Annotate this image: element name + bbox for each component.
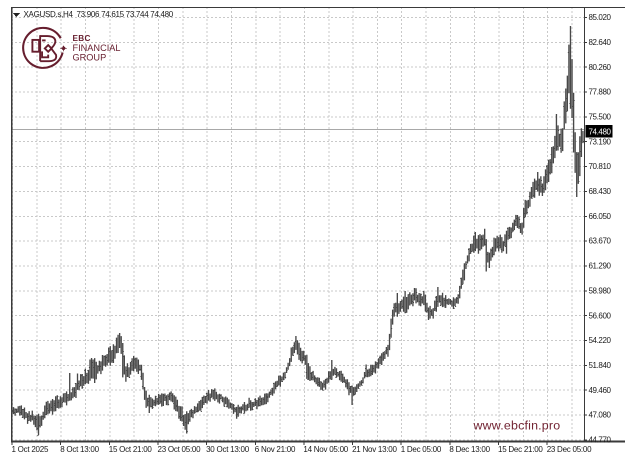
svg-text:85.020: 85.020 [589,13,612,22]
svg-text:15 Dec 21:00: 15 Dec 21:00 [498,445,543,454]
svg-text:66.050: 66.050 [589,212,612,221]
svg-text:15 Oct 21:00: 15 Oct 21:00 [109,445,153,454]
svg-text:EBC: EBC [73,34,91,43]
svg-text:49.460: 49.460 [589,386,612,395]
svg-text:44.770: 44.770 [589,436,612,445]
svg-text:74.480: 74.480 [589,127,612,136]
svg-text:47.080: 47.080 [589,411,612,420]
svg-text:56.600: 56.600 [589,311,612,320]
svg-text:1 Dec 05:00: 1 Dec 05:00 [401,445,442,454]
svg-text:61.290: 61.290 [589,262,612,271]
svg-text:FINANCIAL: FINANCIAL [73,43,121,53]
svg-text:14 Nov 05:00: 14 Nov 05:00 [303,445,348,454]
svg-text:77.880: 77.880 [589,88,612,97]
svg-text:XAGUSD.s,H4 73.906 74.615 73.: XAGUSD.s,H4 73.906 74.615 73.744 74.480 [24,10,174,19]
svg-text:80.260: 80.260 [589,63,612,72]
svg-text:30 Oct 13:00: 30 Oct 13:00 [206,445,250,454]
svg-text:51.840: 51.840 [589,361,612,370]
svg-text:23 Oct 05:00: 23 Oct 05:00 [158,445,202,454]
svg-text:63.670: 63.670 [589,237,612,246]
svg-text:68.430: 68.430 [589,187,612,196]
svg-text:www.ebcfin.pro: www.ebcfin.pro [473,419,561,433]
svg-text:21 Nov 13:00: 21 Nov 13:00 [352,445,397,454]
svg-text:82.640: 82.640 [589,38,612,47]
svg-text:23 Dec 05:00: 23 Dec 05:00 [547,445,592,454]
svg-text:1 Oct 2025: 1 Oct 2025 [12,445,49,454]
svg-text:6 Nov 21:00: 6 Nov 21:00 [255,445,296,454]
svg-text:75.500: 75.500 [589,113,612,122]
svg-text:54.220: 54.220 [589,336,612,345]
svg-text:70.810: 70.810 [589,162,612,171]
svg-text:73.190: 73.190 [589,137,612,146]
svg-text:58.980: 58.980 [589,286,612,295]
svg-text:GROUP: GROUP [73,53,107,63]
svg-text:8 Oct 13:00: 8 Oct 13:00 [60,445,99,454]
svg-text:8 Dec 13:00: 8 Dec 13:00 [449,445,490,454]
